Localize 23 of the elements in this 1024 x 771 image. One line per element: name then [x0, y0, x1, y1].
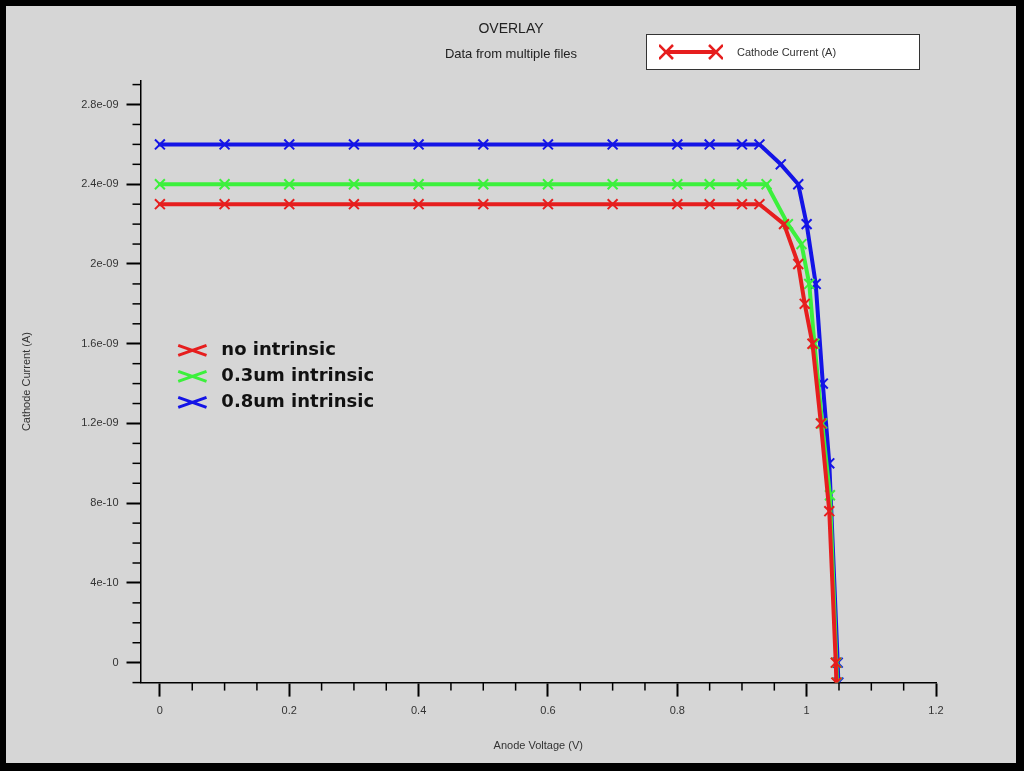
y-tick-label: 1.2e-09: [81, 416, 119, 429]
y-tick-label: 4e-10: [90, 575, 119, 588]
y-tick-label: 2e-09: [90, 257, 119, 270]
x-tick-label: 0.4: [410, 704, 427, 717]
x-tick-label: 0: [156, 704, 163, 717]
x-tick-label: 1.2: [928, 704, 944, 717]
chart-subtitle: Data from multiple files: [444, 46, 578, 61]
x-tick-label: 0.8: [669, 704, 685, 717]
x-tick-label: 1: [803, 704, 810, 717]
legend-label: 0.3um intrinsic: [221, 364, 375, 386]
text: Cathode Current (A): [737, 46, 837, 58]
y-axis-title: Cathode Current (A): [19, 332, 32, 432]
chart-title: OVERLAY: [477, 20, 545, 36]
x-axis-title: Anode Voltage (V): [493, 739, 583, 752]
y-tick-label: 2.8e-09: [81, 97, 119, 110]
x-tick-label: 0.2: [281, 704, 297, 717]
y-tick-label: 8e-10: [90, 496, 119, 509]
legend-label: no intrinsic: [221, 338, 336, 360]
y-tick-label: 1.6e-09: [81, 336, 119, 349]
legend-label: 0.8um intrinsic: [221, 390, 375, 412]
y-tick-label: 2.4e-09: [81, 177, 119, 190]
x-tick-label: 0.6: [540, 704, 556, 717]
y-tick-label: 0: [112, 655, 119, 668]
